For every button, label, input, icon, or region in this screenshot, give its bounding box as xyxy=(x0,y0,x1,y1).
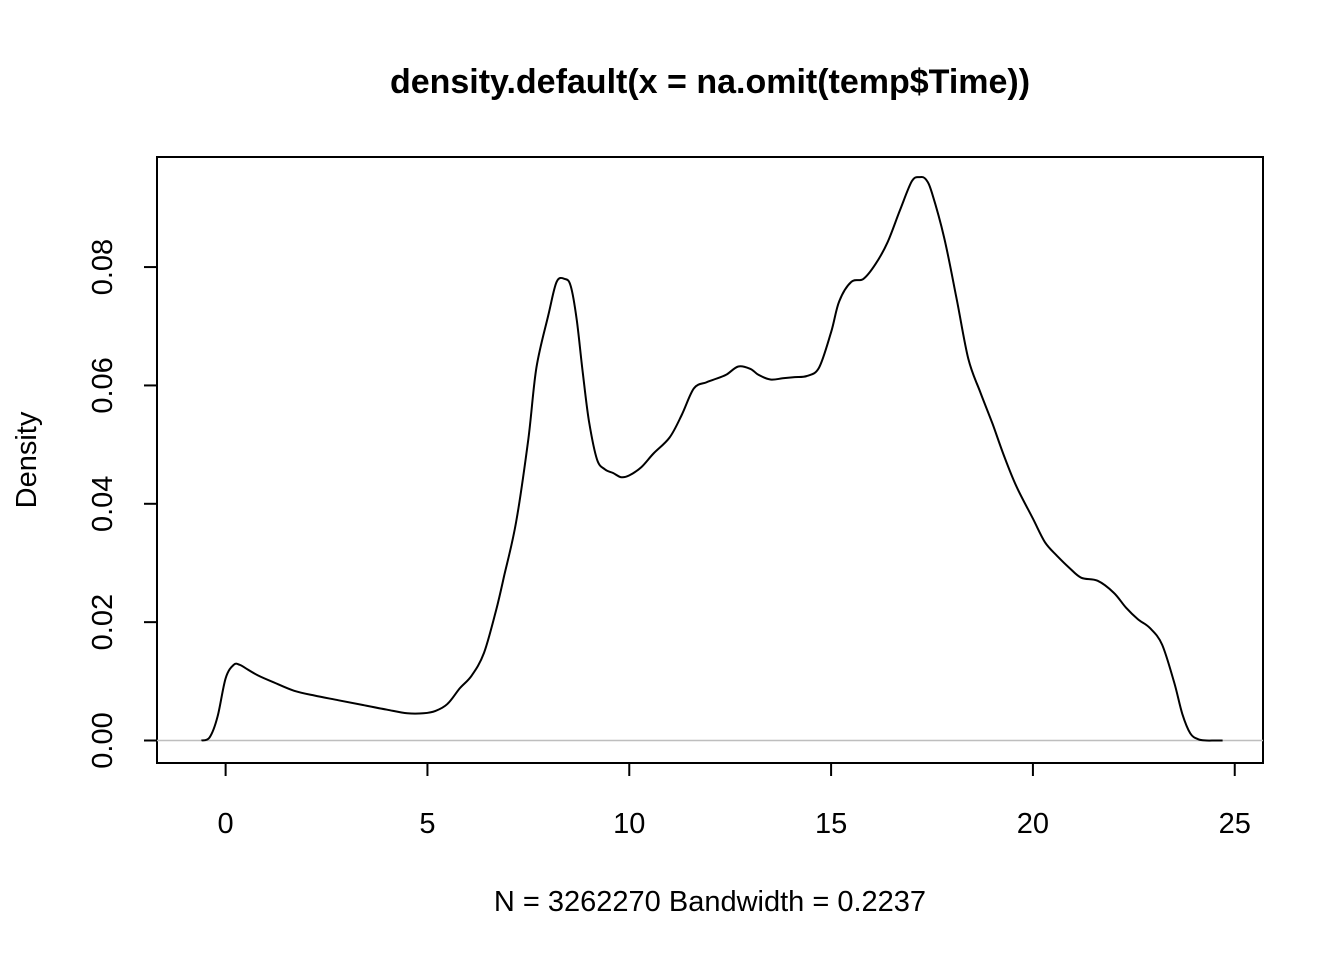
y-tick-label: 0.04 xyxy=(87,476,119,532)
plot-marks xyxy=(157,175,1263,742)
y-tick-label: 0.00 xyxy=(87,712,119,768)
x-tick-label: 15 xyxy=(815,808,847,840)
x-axis-label: N = 3262270 Bandwidth = 0.2237 xyxy=(494,886,926,918)
plot-frame xyxy=(156,156,1264,764)
x-axis: 0 5 10 15 20 25 xyxy=(218,762,1251,840)
y-tick-label: 0.08 xyxy=(87,239,119,295)
x-tick-label: 20 xyxy=(1017,808,1049,840)
y-tick-label: 0.06 xyxy=(87,357,119,413)
x-tick-label: 5 xyxy=(419,808,435,840)
chart-title: density.default(x = na.omit(temp$Time)) xyxy=(390,63,1030,101)
y-axis: 0.00 0.02 0.04 0.06 0.08 xyxy=(87,239,158,769)
x-tick-label: 25 xyxy=(1219,808,1251,840)
y-tick-label: 0.02 xyxy=(87,594,119,650)
x-tick-label: 10 xyxy=(613,808,645,840)
x-tick-label: 0 xyxy=(218,808,234,840)
density-curve xyxy=(201,175,1223,742)
y-axis-label: Density xyxy=(11,411,43,508)
